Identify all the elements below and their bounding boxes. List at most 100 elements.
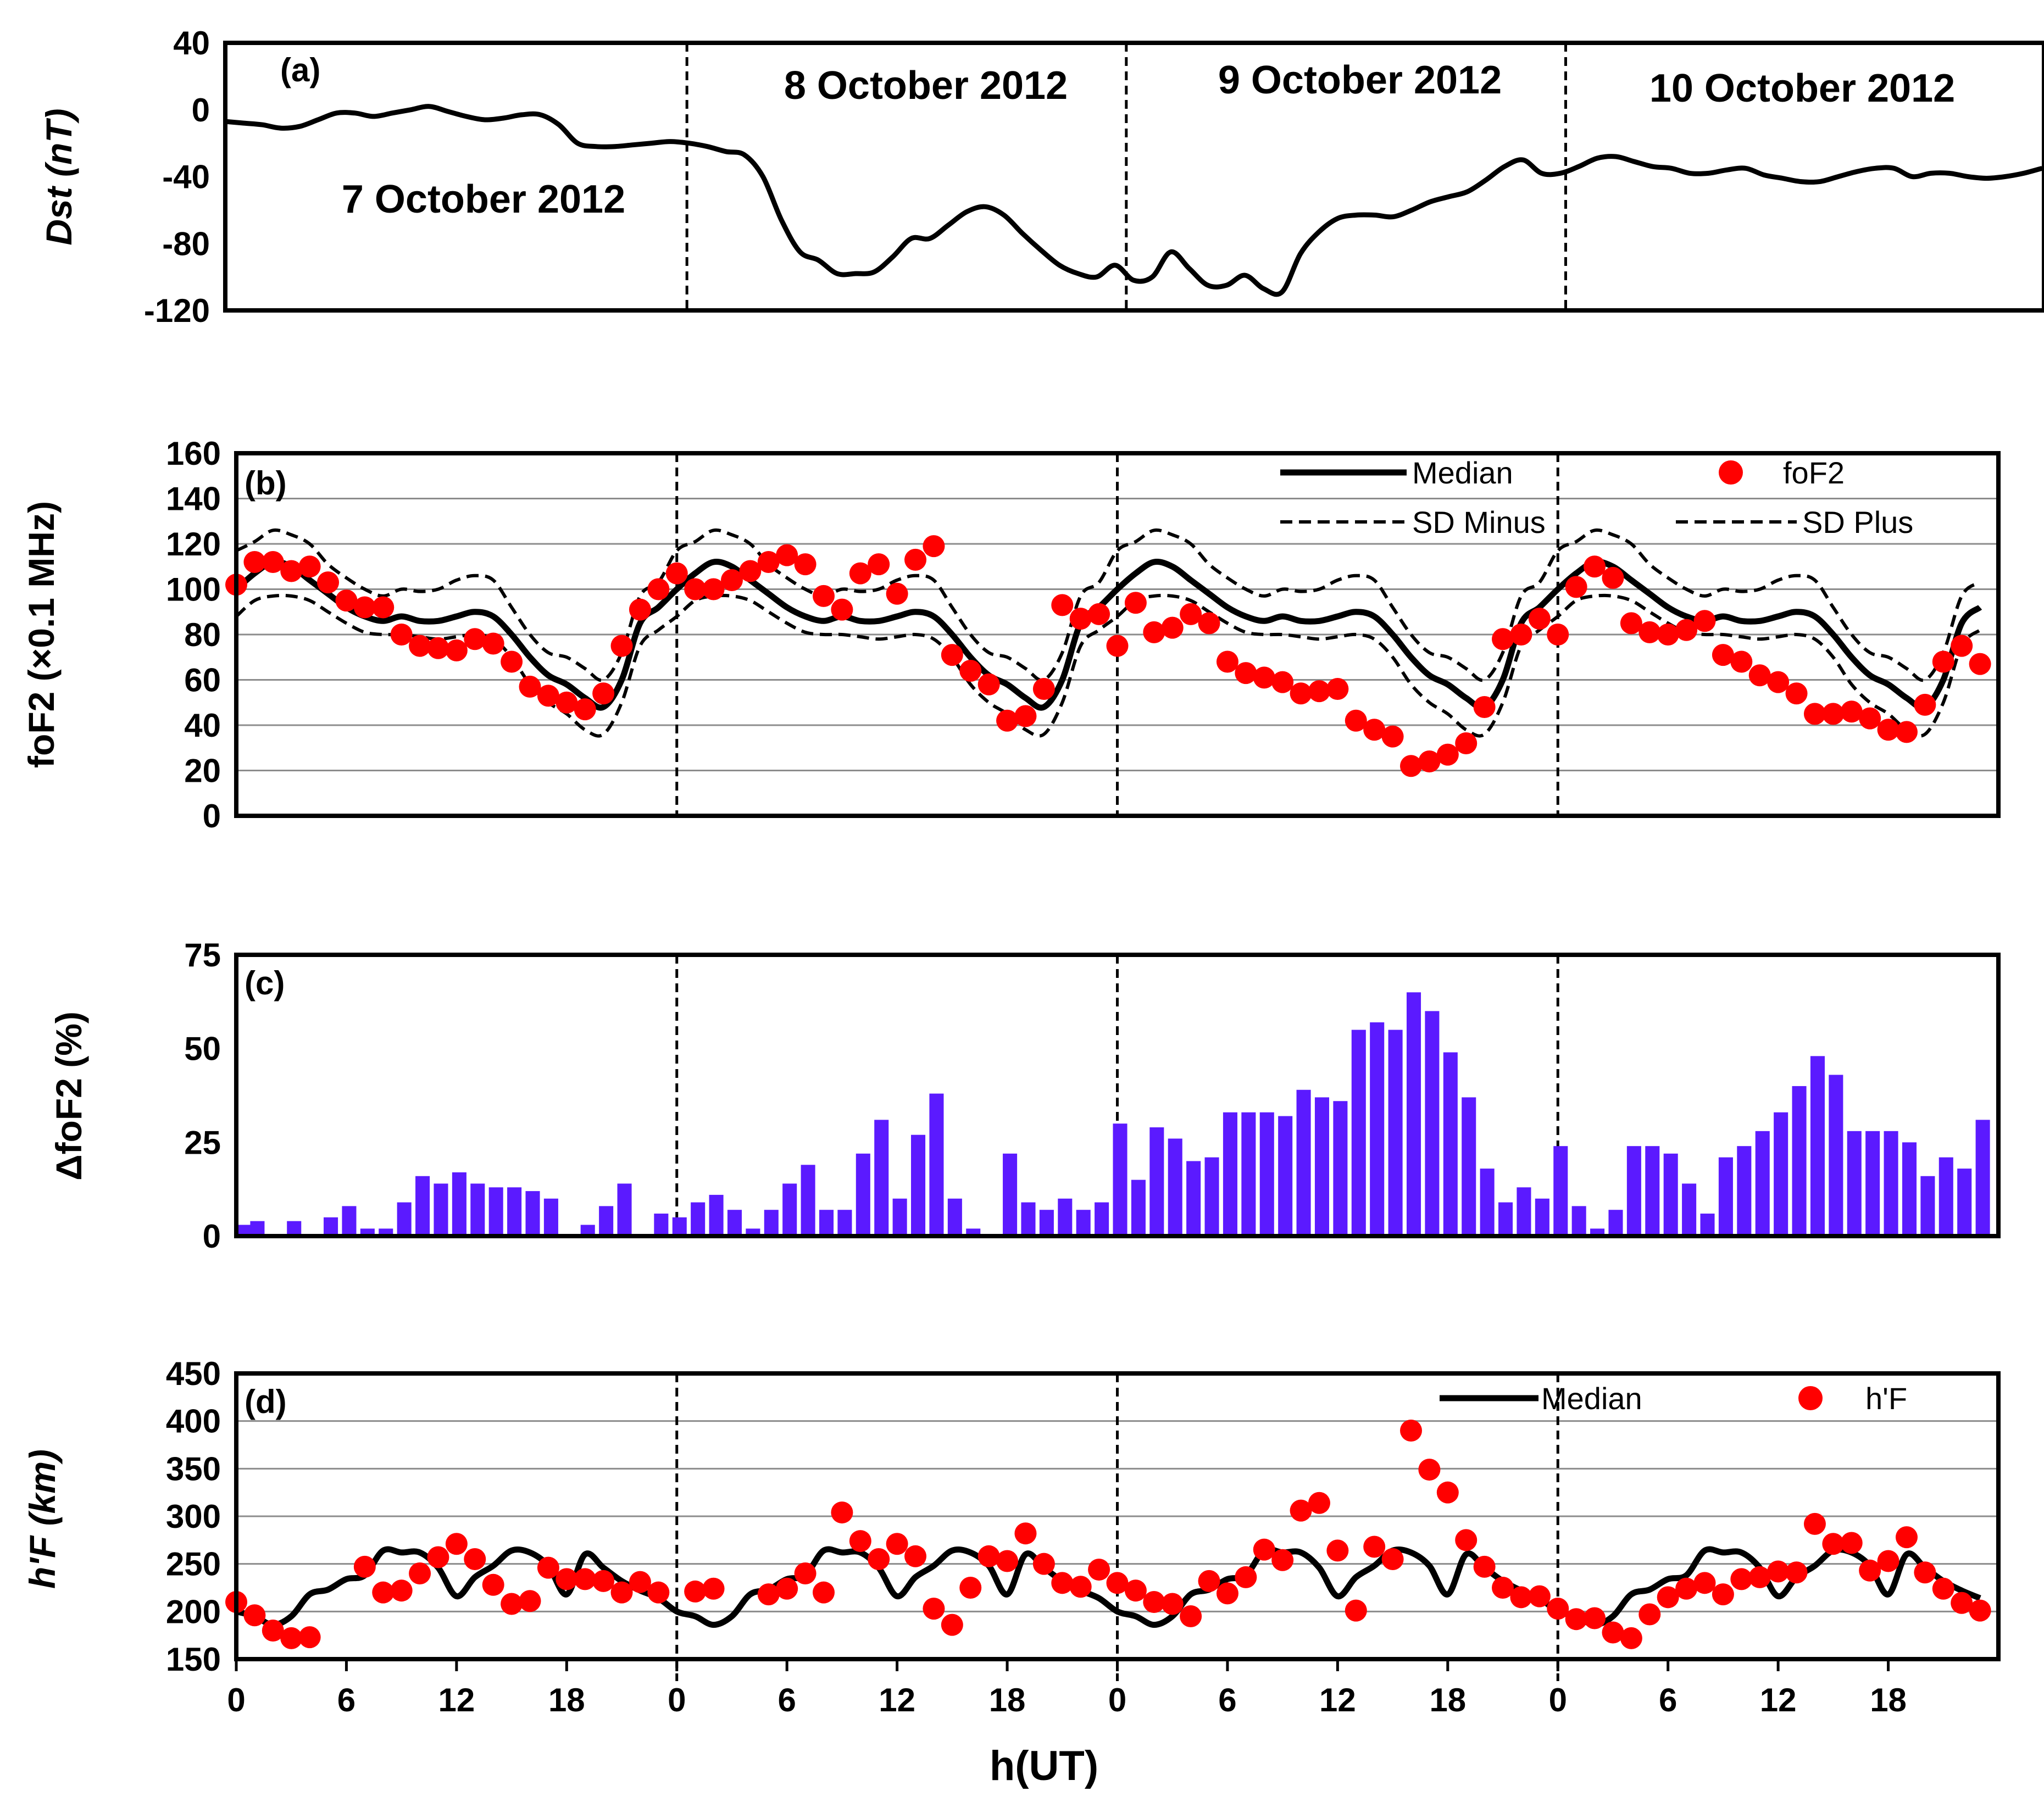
fof2-point: [1381, 725, 1404, 748]
delta-fof2-bar: [1920, 1176, 1935, 1236]
hf-point: [262, 1620, 284, 1642]
fof2-point: [1161, 616, 1184, 639]
x-tick-label: 18: [548, 1682, 585, 1718]
y-tick-label: 250: [166, 1546, 221, 1583]
hf-point: [1069, 1576, 1092, 1598]
fof2-point: [831, 598, 853, 621]
hf-point: [280, 1627, 303, 1649]
delta-fof2-bar: [1388, 1030, 1403, 1236]
fof2-point: [1730, 650, 1753, 673]
y-tick-label: 150: [166, 1641, 221, 1678]
fof2-point: [390, 624, 413, 646]
delta-fof2-bar: [1810, 1056, 1825, 1236]
hf-point: [298, 1626, 321, 1649]
hf-point: [574, 1568, 596, 1590]
hf-point: [1235, 1566, 1257, 1588]
hf-point: [1216, 1582, 1238, 1605]
y-tick-label: 20: [184, 753, 221, 789]
fof2-point: [996, 709, 1019, 732]
delta-fof2-bar: [1113, 1123, 1127, 1236]
y-tick-label: 400: [166, 1403, 221, 1440]
hf-median-line: [235, 1546, 1981, 1628]
fof2-point: [1473, 696, 1496, 718]
hf-point: [1951, 1592, 1973, 1614]
hf-point: [445, 1533, 468, 1555]
fof2-point: [1675, 619, 1698, 641]
legend-hf-median-label: Median: [1541, 1381, 1642, 1416]
y-tick-label: 200: [166, 1593, 221, 1630]
fof2-point: [1253, 666, 1275, 689]
panel-d-ylabel: h'F (km): [22, 1449, 63, 1589]
fof2-point: [1693, 610, 1716, 632]
y-tick-label: 100: [166, 571, 221, 608]
hf-point: [390, 1579, 413, 1602]
fof2-point: [445, 639, 468, 661]
fof2-point: [702, 578, 725, 600]
hf-point: [1803, 1512, 1826, 1535]
hf-point: [757, 1583, 780, 1606]
y-tick-label: -120: [144, 292, 210, 329]
hf-point: [1180, 1605, 1202, 1627]
hf-point: [1088, 1559, 1110, 1581]
fof2-point: [1143, 621, 1165, 643]
fof2-point: [1180, 603, 1202, 625]
hf-point: [1124, 1579, 1147, 1602]
panel-b-ylabel: foF2 (×0.1 MHz): [21, 501, 62, 768]
delta-fof2-bar: [1204, 1157, 1219, 1236]
fof2-point: [427, 637, 449, 659]
y-tick-label: -40: [162, 159, 210, 196]
fof2-point: [1657, 624, 1679, 646]
panel-b-frame: [234, 451, 2001, 818]
fof2-point: [1840, 700, 1863, 723]
fof2-point: [1290, 682, 1312, 705]
hf-point: [1436, 1481, 1459, 1504]
hf-point: [959, 1577, 982, 1599]
hf-point: [1584, 1607, 1606, 1629]
fof2-point: [1932, 650, 1954, 673]
delta-fof2-bar: [727, 1210, 742, 1236]
hf-point: [1198, 1570, 1220, 1592]
fof2-point: [941, 644, 963, 666]
delta-fof2-bar: [1076, 1210, 1091, 1236]
delta-fof2-bar: [1095, 1202, 1109, 1236]
delta-fof2-bar: [1186, 1161, 1201, 1236]
delta-fof2-bar: [1296, 1089, 1311, 1236]
panel-a-dst: 40 0 -40 -80 -120 (a) Dst (nT) 7 October 201…: [38, 25, 2044, 329]
hf-point: [519, 1590, 541, 1612]
fof2-point: [610, 635, 633, 657]
x-tick-label: 18: [1429, 1682, 1466, 1718]
delta-fof2-bar: [507, 1187, 522, 1236]
hf-point: [501, 1593, 523, 1615]
fof2-point: [1216, 650, 1238, 673]
hf-point: [1492, 1577, 1514, 1599]
fof2-point: [757, 551, 780, 573]
delta-fof2-bar: [1774, 1112, 1788, 1236]
delta-fof2-bar: [1553, 1146, 1568, 1236]
fof2-point: [1014, 705, 1037, 727]
fof2-point: [298, 555, 321, 578]
x-tick-label: 0: [1549, 1682, 1567, 1718]
hf-point: [1730, 1568, 1753, 1590]
fof2-point: [409, 635, 431, 657]
x-tick-label: 12: [438, 1682, 475, 1718]
sd-plus-line: [235, 528, 1981, 682]
hf-point: [1693, 1572, 1716, 1594]
hf-point: [1363, 1536, 1386, 1558]
delta-fof2-bar: [1792, 1086, 1807, 1236]
fof2-point: [1069, 608, 1092, 630]
fof2-point: [574, 698, 596, 721]
delta-fof2-bar: [1131, 1180, 1146, 1236]
fof2-point: [537, 685, 559, 707]
delta-fof2-bar: [1626, 1146, 1641, 1236]
panel-c-delta-fof2: 75 50 25 0 (c) ΔfoF2 (%): [48, 937, 2001, 1255]
y-tick-label: 350: [166, 1450, 221, 1487]
hf-point: [1638, 1603, 1661, 1626]
delta-fof2-bar: [488, 1187, 503, 1236]
delta-fof2-bar: [599, 1206, 614, 1236]
hf-point: [537, 1556, 559, 1579]
hf-point: [592, 1570, 615, 1592]
fof2-point: [372, 596, 395, 619]
delta-fof2-bar: [672, 1217, 687, 1236]
hf-point: [1547, 1598, 1569, 1620]
